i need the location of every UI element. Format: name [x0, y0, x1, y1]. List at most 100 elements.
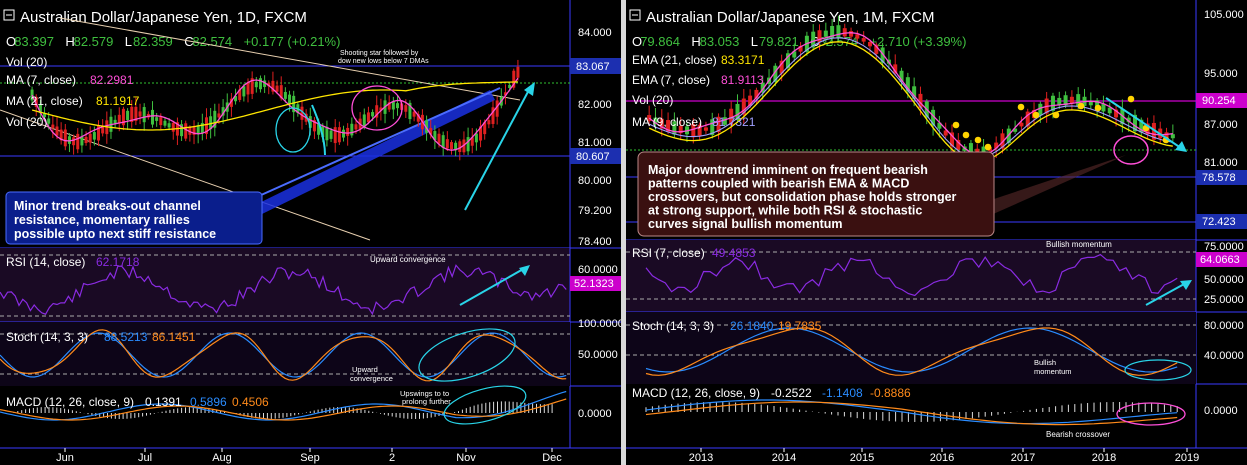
monthly-candle: [1126, 117, 1131, 123]
daily-candle: [121, 108, 125, 126]
monthly-chart-panel[interactable]: Australian Dollar/Japanese Yen, 1M, FXCM…: [626, 0, 1247, 465]
price-axis-label: 82.000: [578, 99, 612, 111]
daily-candle: [171, 122, 175, 132]
daily-candle: [470, 137, 474, 146]
daily-candle: [391, 101, 395, 110]
monthly-candle: [836, 25, 841, 39]
monthly-candle: [968, 143, 973, 160]
monthly-candle: [1164, 132, 1169, 138]
monthly-candle: [716, 116, 721, 133]
blue-trendline: [249, 87, 501, 201]
stoch-note-1: Bullish: [1034, 358, 1056, 367]
price-axis-label: 80.000: [578, 175, 612, 187]
daily-candle: [458, 141, 462, 153]
daily-candle: [142, 107, 146, 123]
monthly-chart-canvas[interactable]: Australian Dollar/Japanese Yen, 1M, FXCM…: [626, 0, 1247, 465]
l-label: L: [751, 34, 758, 49]
rsi-axis-label: 60.0000: [578, 264, 618, 276]
monthly-candle: [931, 109, 936, 126]
monthly-candle: [1088, 100, 1093, 106]
minus-square-icon[interactable]: [629, 9, 641, 21]
daily-candle: [503, 92, 507, 96]
monthly-candle: [691, 124, 696, 138]
channel-upper-line: [59, 17, 521, 101]
x-axis-label: 2013: [689, 452, 713, 464]
daily-chart-canvas[interactable]: Australian Dollar/Japanese Yen, 1D, FXCM…: [0, 0, 621, 465]
daily-candle: [408, 102, 412, 120]
daily-chart-panel[interactable]: Australian Dollar/Japanese Yen, 1D, FXCM…: [0, 0, 621, 465]
ma7-line: [31, 77, 519, 151]
legend-ma9-value: 81.7321: [712, 115, 756, 129]
annotation-circle-magenta: [351, 85, 403, 131]
monthly-candle: [817, 30, 822, 43]
ema7-line: [648, 32, 1173, 156]
rsi-line: [0, 264, 567, 316]
daily-candle: [117, 114, 121, 124]
monthly-candle: [1132, 114, 1137, 132]
daily-candle: [479, 126, 483, 141]
signal-dot: [962, 131, 970, 139]
macd-v2: 0.5896: [190, 395, 227, 409]
annotation-top-line2: dow new lows below 7 DMAs: [338, 58, 429, 65]
rsi-note: Bullish momentum: [1046, 240, 1112, 249]
rsi-arrow-head: [1180, 280, 1192, 290]
stoch-annotation-ellipse: [1124, 359, 1192, 381]
monthly-candle: [893, 64, 898, 74]
daily-candle: [51, 124, 55, 129]
stoch-k-value: 88.5213: [104, 330, 148, 344]
daily-candle: [346, 127, 350, 136]
open-value: 79.864: [640, 34, 680, 49]
x-axis-label: 2016: [930, 452, 954, 464]
macd-signal-line: [645, 401, 1178, 426]
rsi-label: RSI (14, close): [6, 255, 85, 269]
monthly-candle: [779, 60, 784, 74]
chart-title: Australian Dollar/Japanese Yen, 1D, FXCM: [20, 9, 307, 26]
daily-candle: [308, 116, 312, 128]
signal-dot: [1032, 111, 1040, 119]
panel-divider[interactable]: [621, 0, 626, 465]
daily-candle: [275, 85, 279, 92]
daily-candle: [80, 136, 84, 146]
daily-candle: [30, 89, 34, 101]
x-axis-label: Aug: [212, 452, 232, 464]
monthly-candle: [912, 86, 917, 99]
monthly-candle: [811, 31, 816, 48]
daily-candle: [47, 118, 51, 124]
daily-candle: [130, 106, 134, 123]
minus-square-icon[interactable]: [3, 9, 15, 21]
monthly-candle: [994, 142, 999, 149]
monthly-candle: [899, 70, 904, 82]
monthly-candle: [1038, 103, 1043, 116]
daily-candle: [213, 110, 217, 128]
o-label: O: [632, 34, 642, 49]
monthly-candle: [1170, 134, 1175, 139]
daily-candle: [34, 96, 38, 107]
h-label: H: [65, 34, 74, 49]
legend-vol-2: Vol (20): [6, 115, 47, 129]
stoch-d-value: 19.7835: [778, 319, 822, 333]
macd-axis-label: 0.0000: [1204, 405, 1238, 417]
annotation-box-line-2: patterns coupled with bearish EMA & MACD: [648, 177, 909, 191]
daily-candle: [454, 142, 458, 151]
macd-signal-line: [0, 398, 567, 421]
monthly-candle: [666, 120, 671, 132]
price-axis-label: 81.000: [1204, 157, 1238, 169]
rsi-tag: [1196, 252, 1247, 267]
legend-ema7: EMA (7, close): [632, 73, 710, 87]
daily-candle: [138, 111, 142, 117]
ma21-line: [31, 81, 518, 131]
daily-candle: [300, 106, 304, 120]
daily-candle: [512, 70, 516, 88]
daily-candle: [204, 117, 208, 134]
stoch-note-1: Upward: [352, 365, 378, 374]
chart-title: Australian Dollar/Japanese Yen, 1M, FXCM: [646, 9, 934, 26]
daily-candle: [151, 109, 154, 125]
o-label: O: [6, 34, 16, 49]
x-axis-label: 2015: [850, 452, 874, 464]
macd-v3: -0.8886: [870, 386, 911, 400]
daily-candle: [43, 113, 47, 118]
legend-ma7: MA (7, close): [6, 73, 76, 87]
signal-dot: [952, 121, 960, 129]
daily-candle: [425, 120, 429, 133]
daily-candle: [337, 127, 341, 143]
